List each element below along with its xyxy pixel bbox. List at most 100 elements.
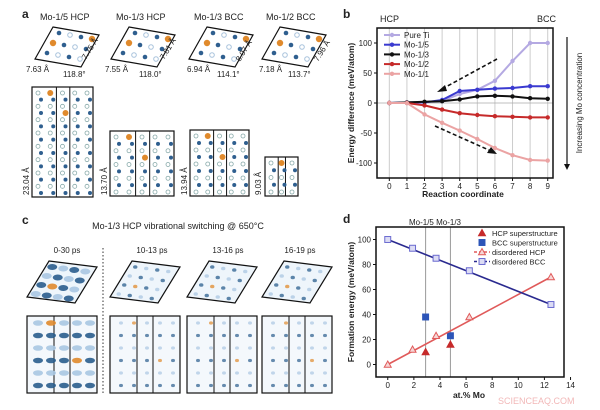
b-data-point xyxy=(545,96,550,102)
ti-atom xyxy=(130,183,134,188)
d-data-point xyxy=(546,272,556,281)
ti-atom xyxy=(301,296,306,301)
mo-atom xyxy=(142,154,148,161)
ti-atom xyxy=(63,137,68,142)
ti-atom xyxy=(84,117,90,123)
ti-atom xyxy=(47,103,53,109)
angle-1: 118.8° xyxy=(63,70,86,79)
b-x-tick-label: 3 xyxy=(440,182,445,191)
d-data-point xyxy=(383,359,393,368)
ti-atom xyxy=(39,164,43,169)
ti-atom xyxy=(117,141,121,146)
ti-atom xyxy=(310,46,316,52)
ti-atom xyxy=(84,143,90,149)
b-data-point xyxy=(510,114,515,120)
ti-atom xyxy=(59,332,69,339)
d-x-tick-label: 2 xyxy=(412,381,417,390)
ti-atom xyxy=(117,155,121,160)
lattice-c-4: 9.03 Å xyxy=(254,171,263,195)
ti-atom xyxy=(119,383,123,388)
ti-atom xyxy=(75,191,80,195)
b-legend-label: Mo-1/5 xyxy=(404,41,429,50)
mo-atom xyxy=(276,39,284,47)
d-legend-marker xyxy=(477,228,487,237)
ti-atom xyxy=(208,169,213,173)
b-x-tick-label: 6 xyxy=(493,182,498,191)
ti-atom xyxy=(145,371,149,375)
d-legend-marker xyxy=(477,247,487,256)
b-data-point xyxy=(475,94,480,99)
b-data-point xyxy=(439,99,445,104)
ti-atom xyxy=(210,265,215,269)
ti-atom xyxy=(279,175,284,180)
ti-atom xyxy=(145,383,149,388)
ti-atom xyxy=(220,54,226,60)
ti-atom xyxy=(85,320,95,326)
d-x-tick-label: 0 xyxy=(386,381,391,390)
ti-atom xyxy=(209,333,213,338)
ti-atom xyxy=(75,151,80,155)
snapshot-top-view xyxy=(109,260,181,304)
ti-atom xyxy=(196,383,200,388)
ti-atom xyxy=(60,103,65,109)
ti-atom xyxy=(221,266,226,271)
ti-atom xyxy=(283,30,289,36)
ti-atom xyxy=(47,264,58,270)
ti-atom xyxy=(307,268,312,272)
ti-atom xyxy=(272,168,276,173)
b-data-point xyxy=(492,78,498,84)
ti-atom xyxy=(297,371,301,375)
d-top-label: Mo-1/5 Mo-1/3 xyxy=(409,218,462,227)
ti-atom xyxy=(88,97,92,102)
snapshot-side-view xyxy=(261,315,333,394)
ti-atom xyxy=(297,321,301,325)
panel-label-b: b xyxy=(343,7,350,21)
ti-atom xyxy=(143,183,147,188)
ti-atom xyxy=(217,133,222,139)
ti-atom xyxy=(88,164,92,169)
ti-atom xyxy=(67,32,73,38)
ti-atom xyxy=(138,275,143,280)
ti-atom xyxy=(235,346,239,350)
ti-atom xyxy=(119,358,123,363)
d-data-point xyxy=(421,347,430,356)
ti-atom xyxy=(56,30,62,36)
mo-atom xyxy=(310,358,314,363)
ti-atom xyxy=(72,332,82,339)
ti-atom xyxy=(84,170,90,176)
ti-atom xyxy=(215,295,220,299)
ti-atom xyxy=(248,346,252,350)
b-x-tick-label: 7 xyxy=(510,182,515,191)
ti-atom xyxy=(310,371,314,375)
b-series-line-Mo-1/3 xyxy=(389,94,548,104)
d-legend-label: disordered HCP xyxy=(492,248,545,257)
mo-atom xyxy=(47,283,58,290)
ti-atom xyxy=(63,191,68,195)
snapshot-side-view xyxy=(26,315,98,394)
ti-atom xyxy=(139,162,145,167)
ti-atom xyxy=(75,97,80,102)
ti-atom xyxy=(72,117,78,123)
ti-atom xyxy=(220,169,225,173)
ti-atom xyxy=(47,130,53,136)
snapshot-top-view xyxy=(261,260,333,304)
d-legend-label: BCC superstructure xyxy=(492,239,558,248)
ti-atom xyxy=(323,383,327,388)
ti-atom xyxy=(46,382,56,389)
ti-atom xyxy=(59,357,69,364)
ti-atom xyxy=(171,358,175,363)
ti-atom xyxy=(35,117,41,123)
ti-atom xyxy=(132,346,136,350)
d-x-tick-label: 14 xyxy=(566,381,575,390)
b-legend-marker xyxy=(389,61,395,67)
ti-atom xyxy=(126,189,132,195)
ti-atom xyxy=(33,332,43,339)
ti-atom xyxy=(130,141,134,146)
ti-atom xyxy=(205,147,211,153)
mo-atom xyxy=(158,358,162,363)
ti-atom xyxy=(145,346,149,350)
ti-atom xyxy=(85,370,95,376)
ti-atom xyxy=(296,266,301,271)
ti-atom xyxy=(143,32,149,38)
ti-atom xyxy=(271,346,275,350)
